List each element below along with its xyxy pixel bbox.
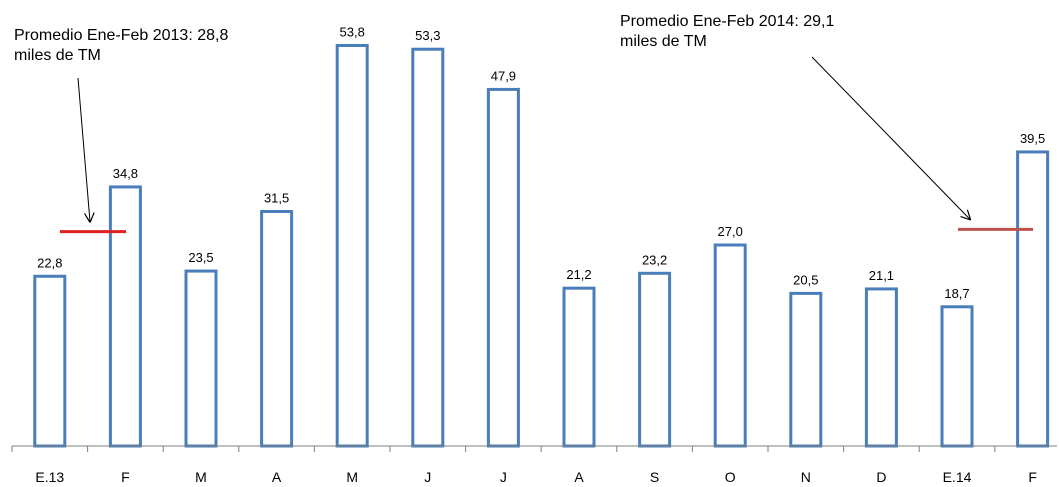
value-label-6: 47,9	[491, 68, 516, 83]
bar-12	[940, 305, 974, 448]
x-tick-label-9: O	[725, 469, 736, 485]
x-axis-ticks	[11, 446, 996, 452]
annotation-1-line-1: miles de TM	[620, 33, 707, 50]
x-tick-label-5: J	[424, 469, 431, 485]
annotation-0-line-0: Promedio Ene-Feb 2013: 28,8	[14, 27, 228, 44]
bar-0	[33, 274, 67, 448]
x-tick-label-8: S	[650, 469, 659, 485]
annotation-1-line-0: Promedio Ene-Feb 2014: 29,1	[620, 13, 834, 30]
bar-4	[335, 43, 369, 448]
bar-8	[638, 271, 672, 448]
value-label-9: 27,0	[718, 224, 743, 239]
bars-layer	[33, 43, 1050, 448]
x-tick-label-0: E.13	[35, 469, 64, 485]
bar-9	[713, 243, 747, 448]
bar-13	[1016, 150, 1050, 448]
annotations-layer: Promedio Ene-Feb 2013: 28,8 miles de TM Pr…	[14, 13, 1033, 234]
value-label-5: 53,3	[415, 28, 440, 43]
value-label-1: 34,8	[113, 166, 138, 181]
bar-3	[260, 210, 294, 448]
bar-5	[411, 47, 445, 448]
value-label-10: 20,5	[793, 272, 818, 287]
x-tick-label-13: F	[1028, 469, 1037, 485]
x-tick-label-4: M	[346, 469, 358, 485]
value-label-13: 39,5	[1020, 131, 1045, 146]
bar-11	[864, 287, 898, 448]
value-label-12: 18,7	[944, 286, 969, 301]
value-label-4: 53,8	[340, 24, 365, 39]
x-tick-label-1: F	[121, 469, 130, 485]
x-tick-label-10: N	[801, 469, 811, 485]
x-tick-label-12: E.14	[943, 469, 972, 485]
x-axis-tick-labels: E.13 F M A M J J A S O N D E.14 F	[35, 469, 1036, 485]
value-label-2: 23,5	[188, 250, 213, 265]
x-tick-label-7: A	[574, 469, 584, 485]
bar-2	[184, 269, 218, 448]
annotation-0-line-1: miles de TM	[14, 47, 101, 64]
value-label-8: 23,2	[642, 252, 667, 267]
value-label-3: 31,5	[264, 191, 289, 206]
value-labels-layer: 22,8 34,8 23,5 31,5 53,8 53,3 47,9 21,2 23,2 27,0…	[37, 24, 1045, 300]
bar-1	[108, 185, 142, 448]
bar-7	[562, 286, 596, 448]
annotation-arrow-0	[77, 77, 90, 222]
x-tick-label-11: D	[876, 469, 886, 485]
x-tick-label-2: M	[195, 469, 207, 485]
bar-10	[789, 291, 823, 448]
value-label-7: 21,2	[566, 267, 591, 282]
x-tick-label-6: J	[500, 469, 507, 485]
value-label-0: 22,8	[37, 255, 62, 270]
bar-6	[486, 87, 520, 448]
value-label-11: 21,1	[869, 268, 894, 283]
annotation-arrow-1	[811, 56, 970, 219]
x-tick-label-3: A	[272, 469, 282, 485]
